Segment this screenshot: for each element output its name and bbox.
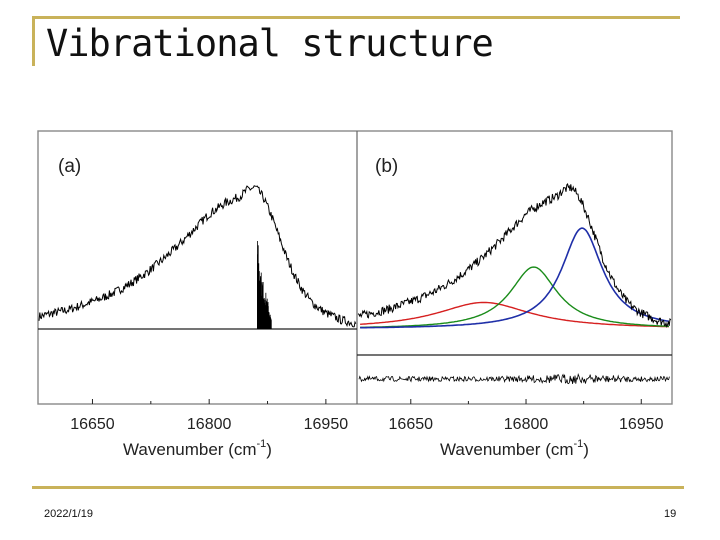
title-bracket-top bbox=[32, 16, 680, 19]
panel-b: (b) 16650 16800 16950 Wavenumber (cm-1) bbox=[357, 156, 672, 459]
footer-divider bbox=[32, 486, 684, 489]
panel-a-tick-label: 16950 bbox=[304, 416, 349, 433]
panel-b-tick-label: 16950 bbox=[619, 416, 664, 433]
panel-a-tick-label: 16800 bbox=[187, 416, 232, 433]
panel-a-x-axis-title: Wavenumber (cm-1) bbox=[123, 438, 272, 459]
panel-b-residual-trace bbox=[358, 372, 670, 385]
panel-a-stick-spectrum bbox=[257, 241, 272, 329]
panel-b-green-fit-component bbox=[360, 266, 669, 328]
panel-b-x-axis-title: Wavenumber (cm-1) bbox=[440, 438, 589, 459]
figure-frame bbox=[37, 130, 673, 405]
panel-a-x-ticks bbox=[91, 399, 327, 404]
panel-a-tick-label: 16650 bbox=[70, 416, 115, 433]
title-bracket-left bbox=[32, 16, 35, 66]
title-bracket bbox=[32, 16, 680, 66]
panel-b-blue-fit-component bbox=[360, 227, 670, 329]
panel-b-tick-label: 16800 bbox=[504, 416, 549, 433]
panel-b-label: (b) bbox=[375, 156, 398, 177]
footer-date: 2022/1/19 bbox=[44, 508, 93, 520]
panel-a: (a) 16650 16800 16950 Wavenumber (cm-1) bbox=[38, 156, 357, 459]
panel-b-red-fit-component bbox=[360, 301, 669, 328]
page-number: 19 bbox=[664, 508, 677, 520]
panel-a-label: (a) bbox=[58, 156, 81, 177]
panel-b-spectrum-line bbox=[357, 183, 672, 329]
slide-title: Vibrational structure bbox=[46, 22, 494, 65]
panel-b-tick-label: 16650 bbox=[389, 416, 434, 433]
panel-b-x-ticks bbox=[410, 399, 642, 404]
panel-a-spectrum-line bbox=[38, 185, 357, 328]
